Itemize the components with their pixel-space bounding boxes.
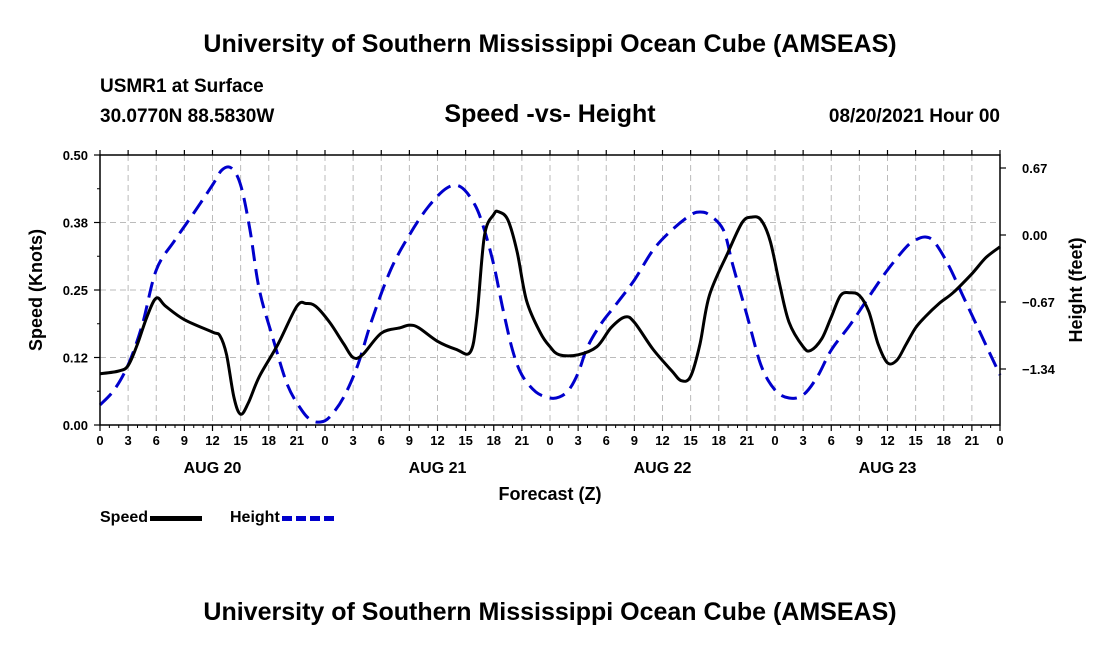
x-tick-label: 3 [800, 433, 807, 448]
x-tick-label: 3 [125, 433, 132, 448]
legend-speed-label: Speed [100, 509, 149, 526]
x-tick-label: 9 [856, 433, 863, 448]
x-tick-label: 18 [937, 433, 951, 448]
x-tick-label: 0 [996, 433, 1003, 448]
height-series-line [98, 165, 1002, 424]
y2-axis-title: Height (feet) [1066, 238, 1086, 343]
x-tick-label: 3 [350, 433, 357, 448]
chart-title: Speed -vs- Height [444, 100, 656, 128]
legend-height-label: Height [230, 509, 280, 526]
y2-tick-label: −0.67 [1022, 295, 1055, 310]
x-tick-label: 21 [740, 433, 754, 448]
y2-tick-label: 0.67 [1022, 161, 1047, 176]
x-tick-label: 18 [487, 433, 501, 448]
x-tick-label: 21 [965, 433, 979, 448]
station-label: USMR1 at Surface [100, 76, 264, 97]
x-tick-label: 15 [458, 433, 472, 448]
y2-tick-label: 0.00 [1022, 228, 1047, 243]
axes: 0 3 6 9 12 15 18 21 0 3 6 9 12 15 18 21 0 3 6 9 12 15 18 21 0 3 6 9… [63, 148, 1056, 477]
x-tick-label: 21 [290, 433, 304, 448]
grid-lines [100, 155, 1000, 425]
x-tick-label: 15 [683, 433, 697, 448]
series-layer [98, 165, 1002, 424]
y-tick-label: 0.00 [63, 418, 88, 433]
x-day-label: AUG 21 [409, 460, 467, 477]
legend-speed-swatch [150, 515, 203, 521]
x-tick-label: 0 [771, 433, 778, 448]
y-tick-label: 0.38 [63, 216, 88, 231]
x-day-label: AUG 23 [859, 460, 917, 477]
x-tick-label: 0 [546, 433, 553, 448]
x-tick-label: 6 [603, 433, 610, 448]
x-day-label: AUG 22 [634, 460, 692, 477]
y2-tick-label: −1.34 [1022, 362, 1056, 377]
footer-title: University of Southern Mississippi Ocean… [203, 598, 897, 626]
y-axis-title: Speed (Knots) [26, 229, 46, 351]
y-tick-label: 0.50 [63, 148, 88, 163]
x-tick-label: 21 [515, 433, 529, 448]
x-tick-label: 6 [153, 433, 160, 448]
legend-height-swatch [281, 515, 334, 521]
x-tick-label: 9 [181, 433, 188, 448]
x-tick-label: 12 [430, 433, 444, 448]
forecast-date-label: 08/20/2021 Hour 00 [828, 106, 1000, 127]
legend-speed: Speed [100, 509, 203, 527]
x-tick-label: 9 [631, 433, 638, 448]
x-tick-label: 0 [96, 433, 103, 448]
x-tick-label: 18 [262, 433, 276, 448]
x-axis-title: Forecast (Z) [498, 484, 601, 504]
x-tick-label: 9 [406, 433, 413, 448]
legend-height: Height [230, 509, 334, 527]
x-tick-label: 0 [321, 433, 328, 448]
x-tick-label: 12 [205, 433, 219, 448]
x-tick-label: 18 [712, 433, 726, 448]
x-tick-label: 12 [880, 433, 894, 448]
x-tick-label: 15 [233, 433, 247, 448]
x-day-label: AUG 20 [184, 460, 242, 477]
x-tick-label: 15 [908, 433, 922, 448]
x-tick-label: 6 [378, 433, 385, 448]
y-tick-label: 0.12 [63, 351, 88, 366]
coordinates-label: 30.0770N 88.5830W [100, 106, 275, 127]
x-tick-label: 12 [655, 433, 669, 448]
x-tick-label: 3 [575, 433, 582, 448]
page-title: University of Southern Mississippi Ocean… [203, 30, 897, 58]
x-tick-label: 6 [828, 433, 835, 448]
speed-series-line [99, 209, 1001, 416]
y-tick-label: 0.25 [63, 283, 88, 298]
